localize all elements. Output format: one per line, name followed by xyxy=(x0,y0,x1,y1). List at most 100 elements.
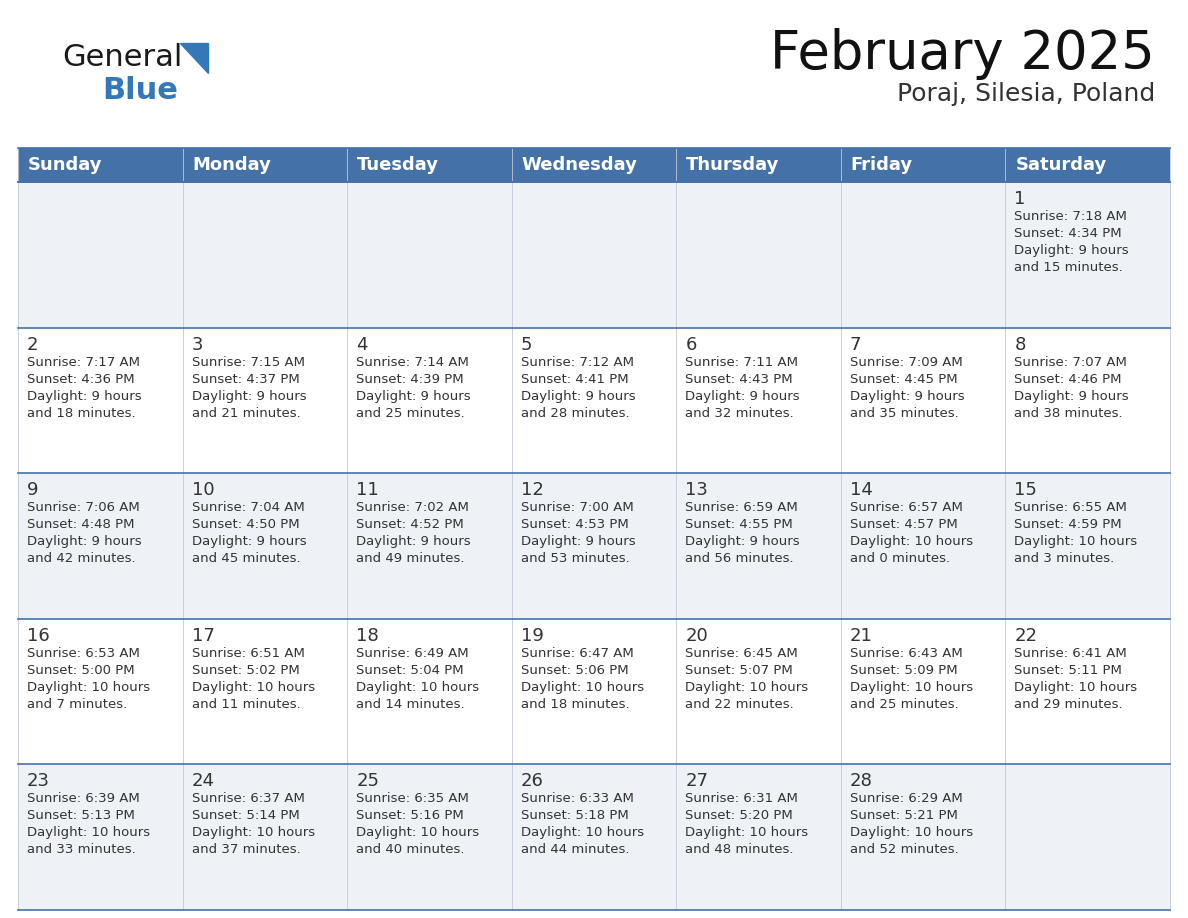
Text: Daylight: 10 hours: Daylight: 10 hours xyxy=(191,826,315,839)
Bar xyxy=(676,148,841,182)
Text: Sunrise: 7:17 AM: Sunrise: 7:17 AM xyxy=(27,355,140,369)
Bar xyxy=(1005,148,1170,182)
Bar xyxy=(512,148,676,182)
Text: Sunrise: 6:57 AM: Sunrise: 6:57 AM xyxy=(849,501,962,514)
Text: and 52 minutes.: and 52 minutes. xyxy=(849,844,959,856)
Text: and 25 minutes.: and 25 minutes. xyxy=(356,407,465,420)
Text: and 35 minutes.: and 35 minutes. xyxy=(849,407,959,420)
Text: Sunrise: 7:09 AM: Sunrise: 7:09 AM xyxy=(849,355,962,369)
Text: Sunset: 4:46 PM: Sunset: 4:46 PM xyxy=(1015,373,1121,386)
Text: Daylight: 10 hours: Daylight: 10 hours xyxy=(356,681,479,694)
Text: Daylight: 9 hours: Daylight: 9 hours xyxy=(191,389,307,403)
Text: Daylight: 9 hours: Daylight: 9 hours xyxy=(356,389,470,403)
Text: Sunset: 4:52 PM: Sunset: 4:52 PM xyxy=(356,518,463,532)
Text: 22: 22 xyxy=(1015,627,1037,644)
Text: Daylight: 10 hours: Daylight: 10 hours xyxy=(849,826,973,839)
Text: and 0 minutes.: and 0 minutes. xyxy=(849,553,950,565)
Text: Sunset: 5:14 PM: Sunset: 5:14 PM xyxy=(191,810,299,823)
Text: Sunset: 5:13 PM: Sunset: 5:13 PM xyxy=(27,810,135,823)
Text: Daylight: 10 hours: Daylight: 10 hours xyxy=(27,826,150,839)
Text: Daylight: 10 hours: Daylight: 10 hours xyxy=(1015,535,1138,548)
Text: Sunrise: 6:49 AM: Sunrise: 6:49 AM xyxy=(356,647,469,660)
Text: Sunrise: 6:39 AM: Sunrise: 6:39 AM xyxy=(27,792,140,805)
Text: and 29 minutes.: and 29 minutes. xyxy=(1015,698,1123,711)
Text: and 53 minutes.: and 53 minutes. xyxy=(520,553,630,565)
Text: 23: 23 xyxy=(27,772,50,790)
Text: Sunrise: 6:53 AM: Sunrise: 6:53 AM xyxy=(27,647,140,660)
Text: Daylight: 9 hours: Daylight: 9 hours xyxy=(849,389,965,403)
Text: and 38 minutes.: and 38 minutes. xyxy=(1015,407,1123,420)
Text: 1: 1 xyxy=(1015,190,1025,208)
Text: Daylight: 9 hours: Daylight: 9 hours xyxy=(520,389,636,403)
Text: Sunset: 4:50 PM: Sunset: 4:50 PM xyxy=(191,518,299,532)
Text: Daylight: 10 hours: Daylight: 10 hours xyxy=(685,681,808,694)
Text: Sunset: 5:21 PM: Sunset: 5:21 PM xyxy=(849,810,958,823)
Text: Sunrise: 7:11 AM: Sunrise: 7:11 AM xyxy=(685,355,798,369)
Text: Sunrise: 6:29 AM: Sunrise: 6:29 AM xyxy=(849,792,962,805)
Text: Sunrise: 7:02 AM: Sunrise: 7:02 AM xyxy=(356,501,469,514)
Text: Daylight: 9 hours: Daylight: 9 hours xyxy=(356,535,470,548)
Text: Sunrise: 6:45 AM: Sunrise: 6:45 AM xyxy=(685,647,798,660)
Text: Sunset: 5:06 PM: Sunset: 5:06 PM xyxy=(520,664,628,677)
Text: Daylight: 10 hours: Daylight: 10 hours xyxy=(685,826,808,839)
Text: Daylight: 10 hours: Daylight: 10 hours xyxy=(1015,681,1138,694)
Text: Sunrise: 7:14 AM: Sunrise: 7:14 AM xyxy=(356,355,469,369)
Text: Sunset: 4:41 PM: Sunset: 4:41 PM xyxy=(520,373,628,386)
Text: Sunrise: 6:31 AM: Sunrise: 6:31 AM xyxy=(685,792,798,805)
Text: Sunset: 4:39 PM: Sunset: 4:39 PM xyxy=(356,373,463,386)
Text: and 7 minutes.: and 7 minutes. xyxy=(27,698,127,711)
Text: Sunday: Sunday xyxy=(29,156,102,174)
Text: and 18 minutes.: and 18 minutes. xyxy=(27,407,135,420)
Text: 2: 2 xyxy=(27,336,38,353)
Text: Daylight: 9 hours: Daylight: 9 hours xyxy=(27,389,141,403)
Text: Sunrise: 6:33 AM: Sunrise: 6:33 AM xyxy=(520,792,633,805)
Text: Daylight: 10 hours: Daylight: 10 hours xyxy=(849,535,973,548)
Text: 12: 12 xyxy=(520,481,544,499)
Bar xyxy=(18,765,1170,910)
Text: Sunset: 4:59 PM: Sunset: 4:59 PM xyxy=(1015,518,1121,532)
Text: Sunset: 5:07 PM: Sunset: 5:07 PM xyxy=(685,664,794,677)
Text: Sunrise: 7:04 AM: Sunrise: 7:04 AM xyxy=(191,501,304,514)
Text: 13: 13 xyxy=(685,481,708,499)
Text: 9: 9 xyxy=(27,481,38,499)
Text: and 49 minutes.: and 49 minutes. xyxy=(356,553,465,565)
Text: Sunrise: 6:43 AM: Sunrise: 6:43 AM xyxy=(849,647,962,660)
Text: Sunset: 5:09 PM: Sunset: 5:09 PM xyxy=(849,664,958,677)
Text: Sunset: 4:45 PM: Sunset: 4:45 PM xyxy=(849,373,958,386)
Text: and 48 minutes.: and 48 minutes. xyxy=(685,844,794,856)
Text: 25: 25 xyxy=(356,772,379,790)
Text: Sunrise: 6:59 AM: Sunrise: 6:59 AM xyxy=(685,501,798,514)
Text: Sunset: 5:04 PM: Sunset: 5:04 PM xyxy=(356,664,463,677)
Polygon shape xyxy=(181,43,208,73)
Text: Sunrise: 6:55 AM: Sunrise: 6:55 AM xyxy=(1015,501,1127,514)
Text: Daylight: 10 hours: Daylight: 10 hours xyxy=(849,681,973,694)
Text: and 21 minutes.: and 21 minutes. xyxy=(191,407,301,420)
Text: Daylight: 9 hours: Daylight: 9 hours xyxy=(685,389,800,403)
Text: 10: 10 xyxy=(191,481,214,499)
Text: 6: 6 xyxy=(685,336,696,353)
Text: Daylight: 10 hours: Daylight: 10 hours xyxy=(520,681,644,694)
Text: Daylight: 9 hours: Daylight: 9 hours xyxy=(191,535,307,548)
Text: and 18 minutes.: and 18 minutes. xyxy=(520,698,630,711)
Text: and 11 minutes.: and 11 minutes. xyxy=(191,698,301,711)
Text: Sunset: 4:34 PM: Sunset: 4:34 PM xyxy=(1015,227,1121,240)
Text: Poraj, Silesia, Poland: Poraj, Silesia, Poland xyxy=(897,82,1155,106)
Text: 19: 19 xyxy=(520,627,544,644)
Text: Sunset: 4:43 PM: Sunset: 4:43 PM xyxy=(685,373,792,386)
Text: 20: 20 xyxy=(685,627,708,644)
Bar xyxy=(18,148,183,182)
Text: Sunrise: 7:15 AM: Sunrise: 7:15 AM xyxy=(191,355,304,369)
Bar xyxy=(18,619,1170,765)
Text: General: General xyxy=(62,43,183,72)
Text: Sunset: 5:18 PM: Sunset: 5:18 PM xyxy=(520,810,628,823)
Text: 17: 17 xyxy=(191,627,215,644)
Text: and 37 minutes.: and 37 minutes. xyxy=(191,844,301,856)
Text: Sunset: 4:55 PM: Sunset: 4:55 PM xyxy=(685,518,794,532)
Text: Daylight: 9 hours: Daylight: 9 hours xyxy=(27,535,141,548)
Text: Sunset: 5:16 PM: Sunset: 5:16 PM xyxy=(356,810,463,823)
Text: Daylight: 9 hours: Daylight: 9 hours xyxy=(1015,244,1129,257)
Text: Sunset: 5:20 PM: Sunset: 5:20 PM xyxy=(685,810,794,823)
Text: Sunset: 4:53 PM: Sunset: 4:53 PM xyxy=(520,518,628,532)
Text: and 56 minutes.: and 56 minutes. xyxy=(685,553,794,565)
Text: Sunrise: 6:37 AM: Sunrise: 6:37 AM xyxy=(191,792,304,805)
